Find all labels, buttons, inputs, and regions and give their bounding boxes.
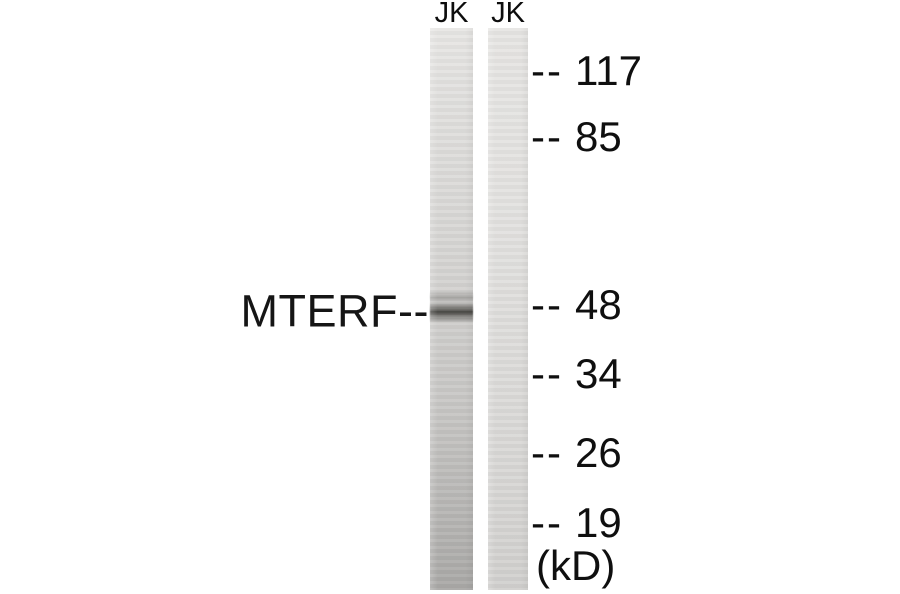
mw-marker-row: -- 19 — [531, 502, 622, 544]
mw-marker-row: -- 85 — [531, 116, 622, 158]
mw-marker-row: -- 117 — [531, 50, 642, 92]
marker-dash: -- — [531, 429, 563, 476]
lane-2-label: JK — [491, 0, 525, 29]
marker-value: 19 — [574, 499, 622, 546]
band-annotation-label: MTERF-- — [240, 285, 429, 337]
marker-dash: -- — [531, 350, 563, 397]
marker-value: 34 — [574, 350, 622, 397]
marker-dash: -- — [531, 113, 563, 160]
mw-marker-row: -- 26 — [531, 432, 622, 474]
marker-value: 85 — [574, 113, 622, 160]
marker-value: 26 — [574, 429, 622, 476]
marker-value: 117 — [574, 47, 642, 94]
blot-lane-1 — [430, 28, 473, 590]
marker-dash: -- — [531, 281, 563, 328]
lane-1-label: JK — [434, 0, 469, 29]
unit-label: (kD) — [536, 542, 616, 589]
marker-dash: -- — [531, 499, 563, 546]
protein-band-faint — [430, 291, 473, 303]
mw-marker-row: -- 48 — [531, 284, 622, 326]
marker-value: 48 — [574, 281, 622, 328]
mw-marker-row: -- 34 — [531, 353, 622, 395]
blot-lane-2 — [488, 28, 528, 590]
protein-band-main — [430, 301, 473, 323]
marker-dash: -- — [531, 47, 563, 94]
